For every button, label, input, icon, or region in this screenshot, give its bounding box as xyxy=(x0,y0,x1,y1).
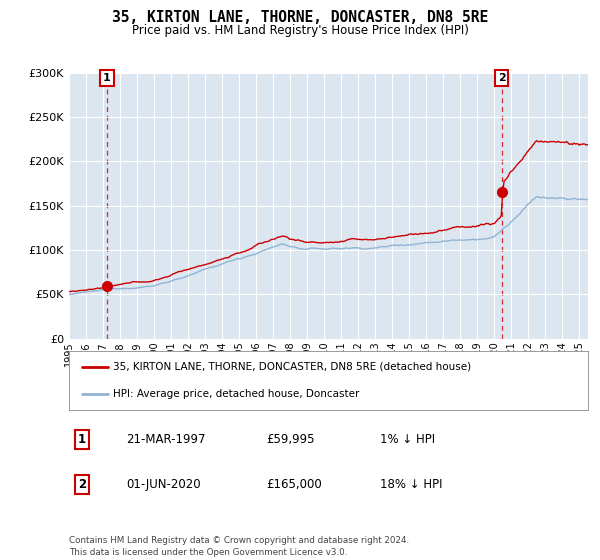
Text: HPI: Average price, detached house, Doncaster: HPI: Average price, detached house, Donc… xyxy=(113,389,359,399)
Text: £59,995: £59,995 xyxy=(266,433,315,446)
Text: £165,000: £165,000 xyxy=(266,478,322,491)
Text: 01-JUN-2020: 01-JUN-2020 xyxy=(126,478,201,491)
Text: 18% ↓ HPI: 18% ↓ HPI xyxy=(380,478,443,491)
Text: 2: 2 xyxy=(78,478,86,491)
Text: Price paid vs. HM Land Registry's House Price Index (HPI): Price paid vs. HM Land Registry's House … xyxy=(131,24,469,36)
Text: Contains HM Land Registry data © Crown copyright and database right 2024.
This d: Contains HM Land Registry data © Crown c… xyxy=(69,536,409,557)
Text: 35, KIRTON LANE, THORNE, DONCASTER, DN8 5RE: 35, KIRTON LANE, THORNE, DONCASTER, DN8 … xyxy=(112,10,488,25)
Text: 1: 1 xyxy=(103,73,111,83)
Text: 2: 2 xyxy=(497,73,505,83)
Text: 1: 1 xyxy=(78,433,86,446)
Text: 1% ↓ HPI: 1% ↓ HPI xyxy=(380,433,436,446)
Text: 21-MAR-1997: 21-MAR-1997 xyxy=(126,433,206,446)
Text: 35, KIRTON LANE, THORNE, DONCASTER, DN8 5RE (detached house): 35, KIRTON LANE, THORNE, DONCASTER, DN8 … xyxy=(113,362,471,372)
